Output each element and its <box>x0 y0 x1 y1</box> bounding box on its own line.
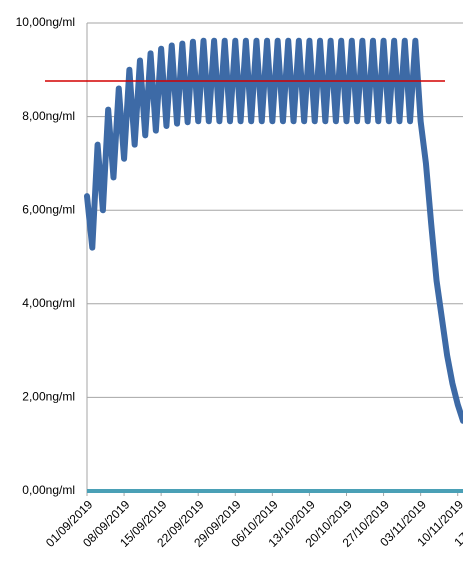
y-tick-label: 10,00ng/ml <box>16 15 75 29</box>
y-tick-label: 2,00ng/ml <box>22 390 75 404</box>
y-tick-label: 4,00ng/ml <box>22 296 75 310</box>
data-line <box>84 37 463 424</box>
y-tick-label: 8,00ng/ml <box>22 109 75 123</box>
y-tick-label: 6,00ng/ml <box>22 202 75 216</box>
plot <box>45 37 463 493</box>
y-tick-label: 0,00ng/ml <box>22 483 75 497</box>
